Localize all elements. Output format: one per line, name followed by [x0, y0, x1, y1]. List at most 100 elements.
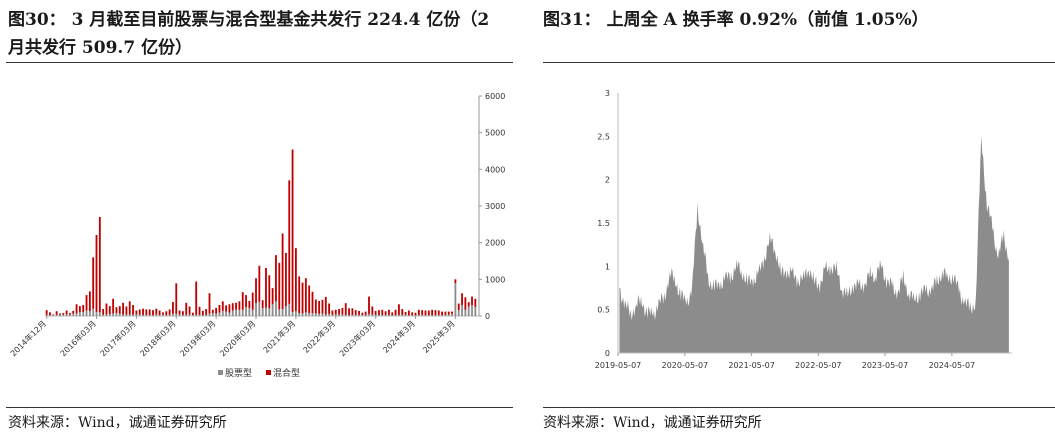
- bar-stock: [474, 306, 477, 316]
- bar-hybrid: [414, 312, 417, 316]
- bar-stock: [371, 314, 374, 316]
- bar-stock: [461, 305, 463, 316]
- bar-hybrid: [384, 311, 387, 315]
- bar-hybrid: [324, 296, 327, 315]
- bar-stock: [201, 315, 204, 316]
- bar-stock: [291, 311, 294, 316]
- x-tick-label: 2019年03月: [178, 318, 218, 358]
- bar-stock: [92, 308, 95, 316]
- bar-hybrid: [368, 296, 370, 315]
- bar-stock: [185, 314, 188, 316]
- bar-stock: [158, 314, 161, 316]
- bar-hybrid: [268, 275, 271, 309]
- y-tick-label: 1000: [485, 275, 505, 284]
- bar-stock: [85, 310, 88, 316]
- bar-stock: [132, 314, 134, 316]
- bar-hybrid: [118, 306, 121, 314]
- left-figure-title: 图30： 3 月截至目前股票与混合型基金共发行 224.4 亿份（2 月共发行 …: [8, 10, 490, 58]
- bar-hybrid: [471, 296, 473, 305]
- left-figure-panel: 图30： 3 月截至目前股票与混合型基金共发行 224.4 亿份（2 月共发行 …: [0, 0, 513, 437]
- bar-hybrid: [258, 265, 261, 302]
- bar-stock: [198, 314, 201, 316]
- bar-stock: [338, 314, 341, 316]
- bar-stock: [424, 315, 427, 316]
- x-tick-label: 2024-05-07: [929, 361, 976, 370]
- bar-hybrid: [162, 312, 164, 315]
- bar-stock: [188, 314, 191, 316]
- bar-stock: [258, 301, 261, 316]
- bar-stock: [62, 314, 65, 316]
- right-source-note: 资料来源：Wind，诚通证券研究所: [543, 415, 762, 431]
- bar-stock: [205, 314, 208, 316]
- bar-stock: [128, 314, 131, 316]
- bar-hybrid: [158, 310, 161, 315]
- bar-stock: [105, 314, 108, 316]
- bar-stock: [358, 314, 360, 316]
- bar-hybrid: [95, 234, 98, 312]
- bar-stock: [447, 314, 450, 316]
- bar-hybrid: [397, 304, 400, 315]
- bar-stock: [454, 283, 457, 316]
- bar-hybrid: [45, 310, 48, 315]
- bar-stock: [427, 315, 430, 316]
- bar-stock: [178, 314, 181, 316]
- bar-stock: [49, 315, 51, 316]
- bar-stock: [142, 314, 144, 316]
- bar-stock: [221, 310, 224, 316]
- bar-stock: [172, 313, 174, 316]
- bar-stock: [215, 313, 218, 316]
- bar-hybrid: [75, 304, 78, 314]
- bar-hybrid: [198, 306, 201, 315]
- bar-stock: [251, 309, 254, 316]
- y-tick-label: 0.5: [597, 306, 610, 315]
- bar-stock: [384, 314, 387, 316]
- bar-stock: [248, 307, 251, 316]
- bar-stock: [414, 315, 417, 316]
- legend-label-hybrid: 混合型: [273, 367, 300, 379]
- bar-stock: [65, 314, 68, 316]
- bar-hybrid: [411, 312, 414, 316]
- bar-stock: [55, 314, 58, 316]
- bar-stock: [145, 314, 148, 316]
- bar-hybrid: [314, 299, 317, 314]
- legend-label-stock: 股票型: [225, 368, 252, 379]
- bar-stock: [431, 315, 434, 316]
- bar-stock: [411, 315, 414, 316]
- bar-hybrid: [281, 233, 284, 310]
- bar-hybrid: [338, 309, 341, 315]
- bar-stock: [241, 309, 244, 316]
- bar-stock: [394, 315, 397, 316]
- bar-hybrid: [424, 310, 427, 316]
- bar-stock: [464, 309, 467, 316]
- x-tick-label: 2018年03月: [138, 318, 178, 358]
- bar-stock: [122, 314, 125, 316]
- bar-hybrid: [361, 312, 364, 315]
- bar-hybrid: [135, 310, 138, 315]
- bar-stock: [175, 313, 178, 316]
- bar-hybrid: [255, 278, 257, 304]
- bar-stock: [437, 314, 440, 316]
- bar-stock: [278, 309, 281, 316]
- bar-hybrid: [49, 312, 51, 316]
- bar-hybrid: [125, 306, 128, 315]
- right-figure-panel: 图31： 上周全 A 换手率 0.92%（前值 1.05%） 0 0.5 1 1.5 2…: [543, 0, 1055, 437]
- y-tick-label: 1: [605, 262, 610, 271]
- bar-hybrid: [437, 310, 440, 315]
- x-tick-label: 2021-05-07: [728, 361, 775, 370]
- x-tick-label: 2020年03月: [217, 318, 257, 358]
- bar-stock: [255, 303, 257, 316]
- bar-hybrid: [291, 149, 294, 312]
- bar-hybrid: [181, 311, 184, 315]
- bar-stock: [451, 313, 453, 316]
- bar-hybrid: [69, 313, 71, 315]
- bar-hybrid: [354, 310, 357, 315]
- x-tick-label: 2024年3月: [381, 318, 417, 354]
- bar-stock: [285, 306, 287, 316]
- bar-stock: [228, 312, 231, 316]
- bar-stock: [391, 315, 394, 316]
- y-tick-label: 3: [605, 89, 610, 98]
- bar-stock: [152, 315, 154, 316]
- bar-stock: [168, 314, 171, 316]
- bar-hybrid: [122, 302, 125, 315]
- bar-hybrid: [231, 303, 234, 311]
